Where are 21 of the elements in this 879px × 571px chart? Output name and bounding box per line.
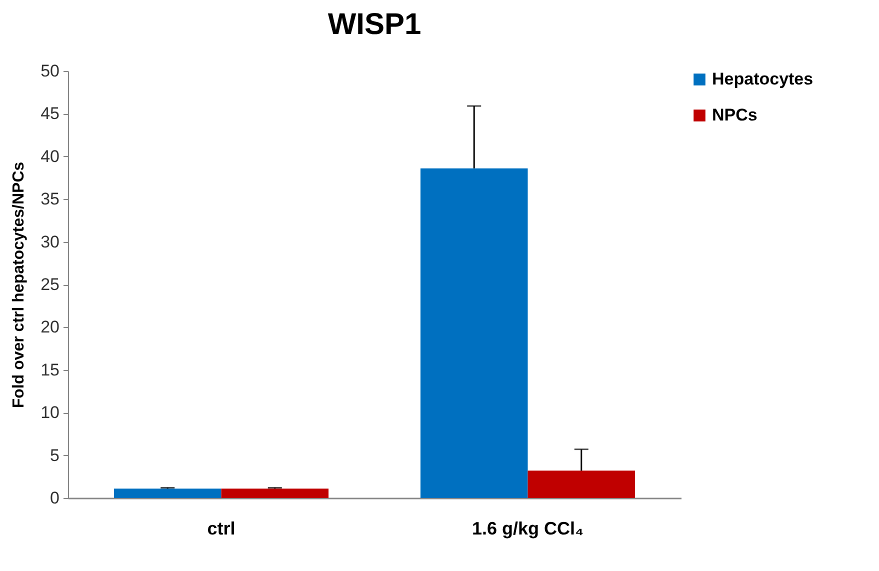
y-tick-label: 25 xyxy=(40,275,60,294)
bar xyxy=(420,168,528,498)
y-tick-label: 10 xyxy=(40,403,60,422)
y-axis-title: Fold over ctrl hepatocytes/NPCs xyxy=(10,162,28,408)
chart-title: WISP1 xyxy=(328,8,422,41)
y-tick-label: 5 xyxy=(50,446,60,465)
y-tick-label: 40 xyxy=(40,146,60,166)
legend-label: Hepatocytes xyxy=(712,70,814,88)
y-tick-label: 45 xyxy=(40,104,60,124)
y-tick-label: 30 xyxy=(40,232,60,252)
x-tick-label: ctrl xyxy=(207,518,236,538)
y-tick-label: 35 xyxy=(40,190,60,209)
y-tick-label: 0 xyxy=(50,488,60,508)
x-tick-label: 1.6 g/kg CCl₄ xyxy=(472,518,584,538)
bar xyxy=(221,488,329,498)
y-tick-label: 50 xyxy=(40,62,60,80)
bar xyxy=(528,470,636,498)
y-tick-label: 20 xyxy=(40,318,60,337)
bar xyxy=(114,488,222,498)
legend-label: NPCs xyxy=(712,106,758,124)
y-tick-label: 15 xyxy=(40,360,60,380)
